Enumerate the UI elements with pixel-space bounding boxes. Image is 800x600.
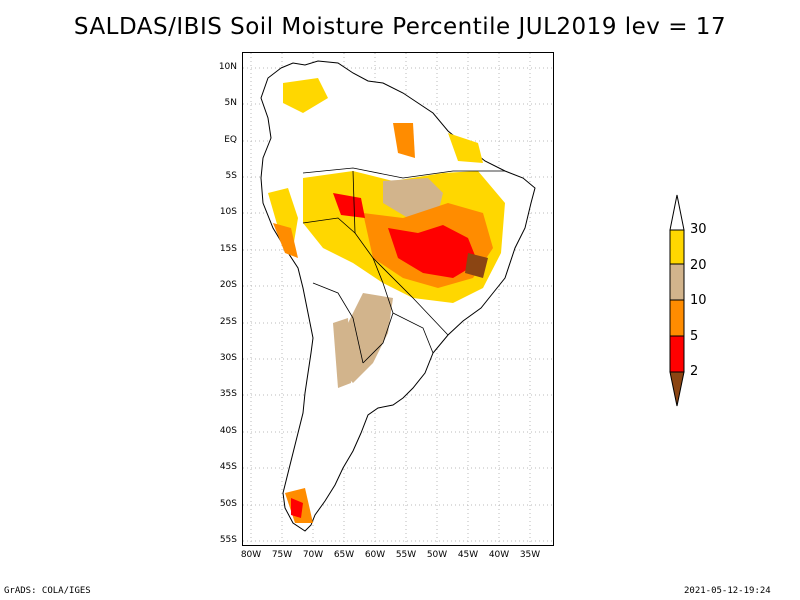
lat-tick-label: 10N (218, 62, 237, 72)
lon-tick-label: 65W (333, 550, 355, 560)
lon-tick-label: 35W (519, 550, 541, 560)
colorbar-band-10-20 (669, 263, 685, 301)
lon-tick-label: 40W (488, 550, 510, 560)
lat-tick-label: 55S (219, 535, 237, 545)
legend-label-5: 5 (690, 329, 699, 344)
lon-tick-label: 80W (240, 550, 262, 560)
lat-tick-label: 30S (219, 353, 237, 363)
map-canvas (243, 53, 553, 545)
legend-label-10: 10 (690, 293, 707, 308)
percentile-fill (268, 78, 505, 523)
lat-tick-label: 25S (219, 317, 237, 327)
colorbar-band-5-10 (669, 299, 685, 337)
lon-tick-label: 45W (457, 550, 479, 560)
legend-label-20: 20 (690, 258, 707, 273)
colorbar-top-arrow (669, 194, 685, 231)
footer-credit: GrADS: COLA/IGES (4, 586, 91, 596)
lat-tick-label: 50S (219, 499, 237, 509)
lon-tick-label: 70W (302, 550, 324, 560)
colorbar-bottom-arrow (669, 371, 685, 407)
lon-tick-label: 75W (271, 550, 293, 560)
map-panel (242, 52, 554, 546)
lon-tick-label: 55W (395, 550, 417, 560)
lat-tick-label: 35S (219, 389, 237, 399)
colorbar-band-2-5 (669, 335, 685, 373)
lon-tick-label: 60W (364, 550, 386, 560)
country-borders (302, 167, 505, 364)
lat-tick-label: 5N (224, 98, 237, 108)
lat-tick-label: 10S (219, 207, 237, 217)
lat-tick-label: 20S (219, 280, 237, 290)
colorbar-band-20-30 (669, 229, 685, 265)
legend-label-30: 30 (690, 222, 707, 237)
footer-timestamp: 2021-05-12-19:24 (684, 586, 771, 596)
lat-tick-label: 5S (225, 171, 237, 181)
legend-label-2: 2 (690, 364, 699, 379)
map-title: SALDAS/IBIS Soil Moisture Percentile JUL… (73, 14, 727, 40)
lat-tick-label: 15S (219, 244, 237, 254)
lat-tick-label: 45S (219, 462, 237, 472)
lat-tick-label: EQ (224, 135, 237, 145)
colorbar (669, 194, 685, 407)
lat-tick-label: 40S (219, 426, 237, 436)
lon-tick-label: 50W (426, 550, 448, 560)
